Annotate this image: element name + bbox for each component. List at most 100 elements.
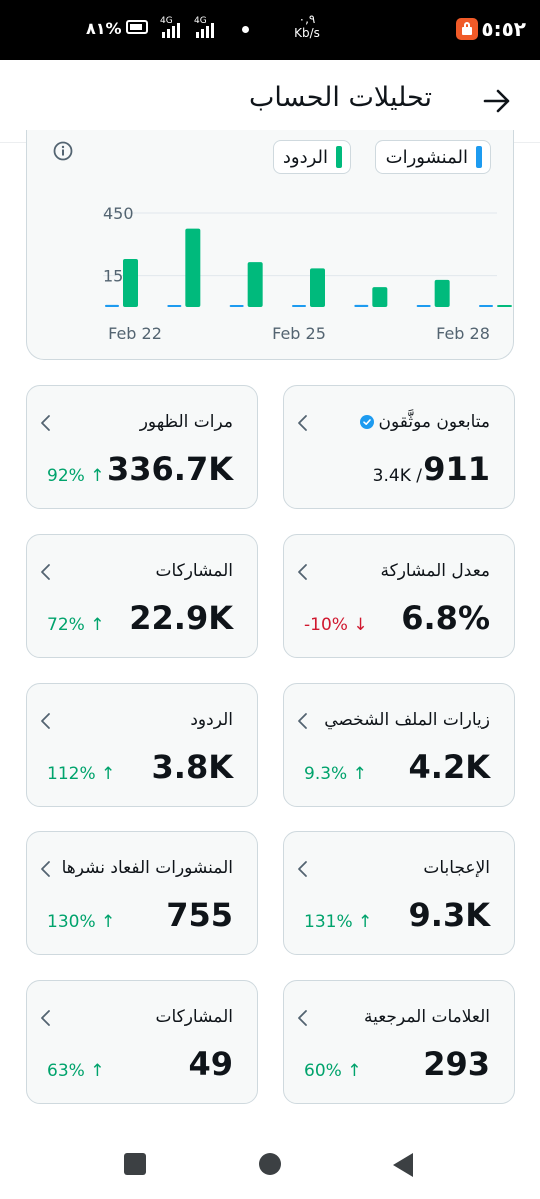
metric-label: متابعون موثَّقون — [360, 412, 490, 432]
metric-value: 49 — [188, 1045, 233, 1083]
network-speed-value: ٠,٩ — [298, 12, 316, 26]
network-type-2: 4G — [194, 16, 207, 26]
bar-replies — [185, 228, 201, 307]
metric-change: -10% ↓ — [304, 615, 368, 635]
system-nav-bar — [0, 1130, 540, 1199]
x-tick-label: Feb 22 — [108, 324, 162, 343]
legend-posts[interactable]: المنشورات — [375, 140, 491, 174]
metric-change-text: 9.3% — [304, 764, 348, 784]
metric-label-text: متابعون موثَّقون — [378, 412, 490, 432]
arrow-up-icon: ↑ — [352, 912, 373, 932]
app-header: تحليلات الحساب — [0, 60, 540, 143]
info-icon[interactable] — [53, 141, 73, 161]
arrow-up-icon: ↑ — [84, 466, 105, 486]
bar-replies — [372, 287, 388, 307]
bar-posts — [105, 304, 119, 307]
notification-dot-icon — [242, 26, 249, 33]
metric-label: العلامات المرجعية — [364, 1007, 490, 1027]
metric-label: المشاركات — [155, 561, 233, 581]
y-tick-label: 450 — [103, 204, 134, 223]
legend-posts-swatch — [476, 146, 482, 168]
chevron-left-icon — [298, 713, 307, 729]
metric-value: 6.8% — [401, 599, 490, 637]
x-tick-label: Feb 28 — [436, 324, 490, 343]
arrow-up-icon: ↑ — [95, 912, 116, 932]
chevron-left-icon — [41, 415, 50, 431]
lock-app-icon — [456, 18, 478, 40]
metric-tile[interactable]: معدل المشاركة 6.8% -10% ↓ — [283, 534, 515, 658]
recent-apps-icon[interactable] — [123, 1152, 147, 1176]
metric-label-text: المشاركات — [155, 561, 233, 581]
metric-change: 112% ↑ — [47, 764, 115, 784]
network-type-1: 4G — [160, 16, 173, 26]
metric-change: 131% ↑ — [304, 912, 372, 932]
activity-chart-card: 450 150 Feb 22 Feb 25 Feb 28 المنشورات الردو… — [26, 130, 514, 360]
network-speed: ٠,٩ Kb/s — [287, 12, 327, 40]
arrow-up-icon: ↑ — [84, 1061, 105, 1081]
metric-tile[interactable]: المشاركات 49 63% ↑ — [26, 980, 258, 1104]
chevron-left-icon — [41, 713, 50, 729]
metric-label: معدل المشاركة — [381, 561, 490, 581]
metric-tile[interactable]: متابعون موثَّقون 911 3.4K / — [283, 385, 515, 509]
metric-label: زيارات الملف الشخصي — [324, 710, 490, 730]
metric-tile[interactable]: المنشورات الفعاد نشرها 755 130% ↑ — [26, 831, 258, 955]
bar-replies — [310, 268, 325, 307]
metric-change: 92% ↑ — [47, 466, 104, 486]
metric-value: 9.3K — [408, 896, 490, 934]
metric-change: 60% ↑ — [304, 1061, 361, 1081]
metric-tile[interactable]: الإعجابات 9.3K 131% ↑ — [283, 831, 515, 955]
battery-percent: ٨١% — [86, 19, 122, 38]
clock: ٥:٥٢ — [481, 17, 526, 41]
bar-replies — [247, 262, 263, 307]
bar-posts — [167, 305, 182, 307]
home-icon[interactable] — [258, 1152, 282, 1176]
metric-value: 4.2K — [408, 748, 490, 786]
legend-posts-label: المنشورات — [385, 146, 468, 168]
signal-icon-2: 4G — [194, 16, 222, 38]
signal-icon-1: 4G — [160, 16, 188, 38]
chevron-left-icon — [298, 415, 307, 431]
metric-subvalue: 3.4K / — [372, 466, 422, 486]
chevron-left-icon — [41, 861, 50, 877]
metric-label-text: زيارات الملف الشخصي — [324, 710, 490, 730]
bar-posts — [479, 305, 493, 307]
metric-change-text: 60% — [304, 1061, 342, 1081]
metric-label: الردود — [190, 710, 233, 730]
metric-tile[interactable]: العلامات المرجعية 293 60% ↑ — [283, 980, 515, 1104]
bar-posts — [416, 305, 431, 307]
page-title: تحليلات الحساب — [248, 82, 432, 113]
metric-tile[interactable]: الردود 3.8K 112% ↑ — [26, 683, 258, 807]
metric-label: المنشورات الفعاد نشرها — [62, 858, 233, 878]
legend-replies[interactable]: الردود — [273, 140, 351, 174]
metric-tile[interactable]: مرات الظهور 336.7K 92% ↑ — [26, 385, 258, 509]
arrow-up-icon: ↑ — [95, 764, 116, 784]
metric-label-text: الإعجابات — [423, 858, 490, 878]
bar-posts — [354, 304, 369, 307]
metric-value: 293 — [423, 1045, 490, 1083]
chevron-left-icon — [298, 861, 307, 877]
bar-posts — [229, 305, 244, 307]
metric-tile[interactable]: المشاركات 22.9K 72% ↑ — [26, 534, 258, 658]
metric-tile[interactable]: زيارات الملف الشخصي 4.2K 9.3% ↑ — [283, 683, 515, 807]
metric-label-text: معدل المشاركة — [380, 561, 490, 581]
arrow-up-icon: ↑ — [347, 764, 367, 784]
metric-change-text: 72% — [47, 615, 85, 635]
arrow-down-icon: ↓ — [347, 615, 368, 635]
metric-label-text: مرات الظهور — [139, 412, 233, 432]
metric-label-text: الردود — [190, 710, 233, 730]
metric-change: 72% ↑ — [47, 615, 104, 635]
chevron-left-icon — [41, 1010, 50, 1026]
chevron-left-icon — [298, 1010, 307, 1026]
metric-label-text: المشاركات — [155, 1007, 233, 1027]
chevron-left-icon — [41, 564, 50, 580]
metric-change: 9.3% ↑ — [304, 764, 367, 784]
bar-replies — [123, 258, 138, 307]
verified-badge-icon — [360, 415, 375, 429]
metric-value: 911 — [423, 450, 490, 488]
legend-replies-label: الردود — [282, 146, 328, 168]
back-arrow-icon[interactable] — [482, 86, 512, 116]
battery-icon — [126, 20, 148, 34]
back-triangle-icon[interactable] — [391, 1152, 415, 1178]
metric-change-text: 130% — [47, 912, 96, 932]
network-speed-unit: Kb/s — [294, 26, 320, 40]
